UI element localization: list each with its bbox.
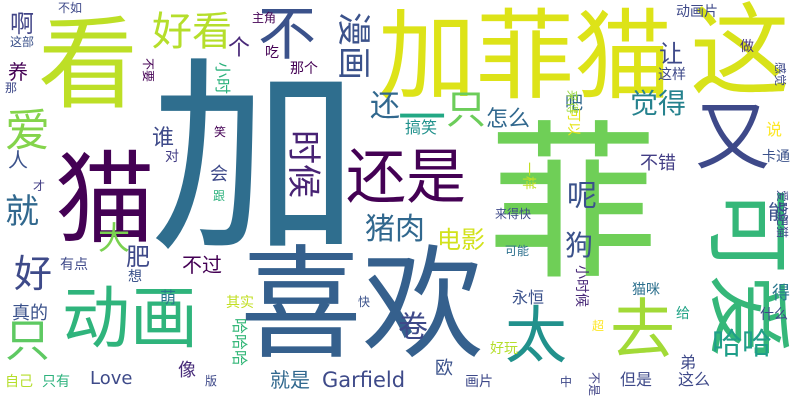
word-zheme: 这么	[678, 370, 711, 389]
word-xiang2: 想	[128, 269, 142, 285]
word-kan: 看	[38, 6, 138, 123]
word-yiyang: 一样	[520, 162, 536, 190]
word-bu: 不	[258, 0, 317, 68]
word-zuo: 做	[740, 39, 754, 55]
word-di: 弟	[680, 353, 697, 372]
word-zhujiao: 主角	[252, 11, 277, 25]
word-mao: 猫	[55, 141, 155, 258]
word-dianying: 电影	[437, 226, 485, 254]
word-ai: 爱	[5, 104, 51, 157]
word-jiu: 就	[5, 192, 39, 232]
word-haowan: 好玩	[490, 341, 518, 357]
word-dui: 对	[165, 149, 179, 165]
word-zhiyou: 只有	[42, 374, 70, 390]
word-huapian: 画片	[465, 374, 493, 390]
word-buru: 不如	[58, 1, 83, 15]
word-qishi: 其实	[226, 295, 254, 311]
word-xihuan: 喜欢	[240, 234, 484, 376]
word-love: Love	[90, 368, 133, 389]
word-xiao: 笑	[214, 125, 227, 139]
word-shihou: 时候	[283, 130, 323, 198]
word-gaoxiao: 搞笑	[405, 118, 438, 137]
word-zhebu: 这部	[10, 35, 35, 49]
word-yang: 养	[8, 60, 28, 84]
word-shui: 谁	[152, 126, 175, 151]
word-shuo: 说	[766, 120, 783, 139]
word-de: 得	[772, 283, 790, 304]
word-zheyang: 这样	[658, 67, 686, 83]
word-you: 又	[695, 93, 771, 181]
word-donghua: 动画	[62, 280, 199, 359]
word-na: 那	[5, 81, 18, 95]
word-ne: 呢	[567, 179, 597, 214]
word-donghuapian: 动画片	[676, 4, 718, 20]
word-cai: 才	[33, 179, 46, 193]
word-buyao: 不要	[141, 58, 155, 83]
word-haokan: 好看	[152, 9, 232, 55]
word-rang: 让	[659, 40, 683, 68]
word-chi: 吃	[265, 45, 279, 61]
word-zhi-a: 只	[446, 87, 486, 133]
word-hahaha: 哈哈哈	[230, 318, 249, 367]
word-maomi: 猫咪	[632, 282, 660, 298]
word-shenme: 什么	[760, 307, 788, 323]
word-xiaoshihou: 小时候	[573, 265, 589, 307]
word-katong: 卡通	[762, 149, 790, 165]
word-buguo: 不过	[182, 253, 222, 277]
word-ren: 人	[8, 148, 28, 172]
word-ba: 吧	[565, 93, 583, 114]
word-hao: 好	[14, 252, 53, 296]
word-zhi-b: 只	[5, 314, 51, 367]
word-a: 啊	[10, 10, 34, 38]
word-laidekuai: 来得快	[495, 207, 532, 221]
word-meng: 萌	[160, 288, 177, 307]
word-ziji: 自己	[5, 374, 33, 390]
word-da: 大	[98, 219, 131, 257]
word-bucuo: 不错	[640, 153, 676, 174]
word-ou: 欧	[435, 358, 453, 379]
word-juede: 觉得	[630, 87, 687, 120]
word-zhurou: 猪肉	[365, 212, 425, 247]
word-garfield: Garfield	[322, 368, 406, 392]
word-youdian: 有点	[60, 257, 88, 273]
word-neng: 能	[768, 200, 788, 224]
word-zhende: 真的	[12, 303, 48, 324]
word-juan: 卷	[398, 310, 428, 345]
word-kuai: 快	[358, 295, 371, 309]
word-ganjue: 感觉	[773, 62, 787, 87]
word-hai: 还	[370, 89, 400, 124]
word-nage: 那个	[290, 61, 318, 77]
word-laide: 来得	[565, 90, 579, 115]
word-bushi: 不是	[587, 372, 601, 397]
word-manhua: 漫画	[333, 12, 373, 80]
word-chao: 超	[592, 319, 605, 333]
word-fei2: 肥	[126, 243, 150, 271]
word-yi: 一	[398, 90, 447, 146]
word-ban: 版	[205, 374, 218, 388]
word-yongheng: 永恒	[512, 288, 545, 307]
word-gei: 给	[676, 306, 690, 322]
word-haha: 哈哈	[712, 327, 772, 362]
word-danshi: 但是	[620, 370, 653, 389]
word-jiafeimao: 加菲猫	[378, 0, 673, 114]
word-haishi: 还是	[346, 143, 466, 213]
word-qu: 去	[610, 293, 676, 368]
word-jiushi: 就是	[270, 368, 310, 392]
word-zhe: 这	[690, 0, 790, 110]
word-jia: 加	[150, 37, 361, 282]
word-gou: 狗	[565, 229, 594, 262]
word-ge: 个	[228, 36, 251, 61]
word-keneng: 可能	[505, 244, 530, 258]
word-fei: 菲	[488, 106, 659, 304]
word-hui: 会	[210, 164, 228, 185]
word-aichifeimao: 爱吃肥猫	[775, 190, 789, 239]
word-gen: 跟	[213, 189, 226, 203]
word-zhong: 中	[560, 375, 573, 389]
word-tai: 太	[505, 299, 568, 372]
word-xiang: 像	[178, 360, 196, 381]
word-xiaoshi: 小时	[213, 62, 232, 95]
word-zenme: 怎么	[486, 107, 531, 132]
